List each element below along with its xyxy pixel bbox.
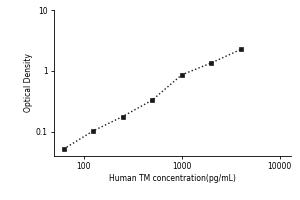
X-axis label: Human TM concentration(pg/mL): Human TM concentration(pg/mL) (109, 174, 236, 183)
Y-axis label: Optical Density: Optical Density (24, 54, 33, 112)
